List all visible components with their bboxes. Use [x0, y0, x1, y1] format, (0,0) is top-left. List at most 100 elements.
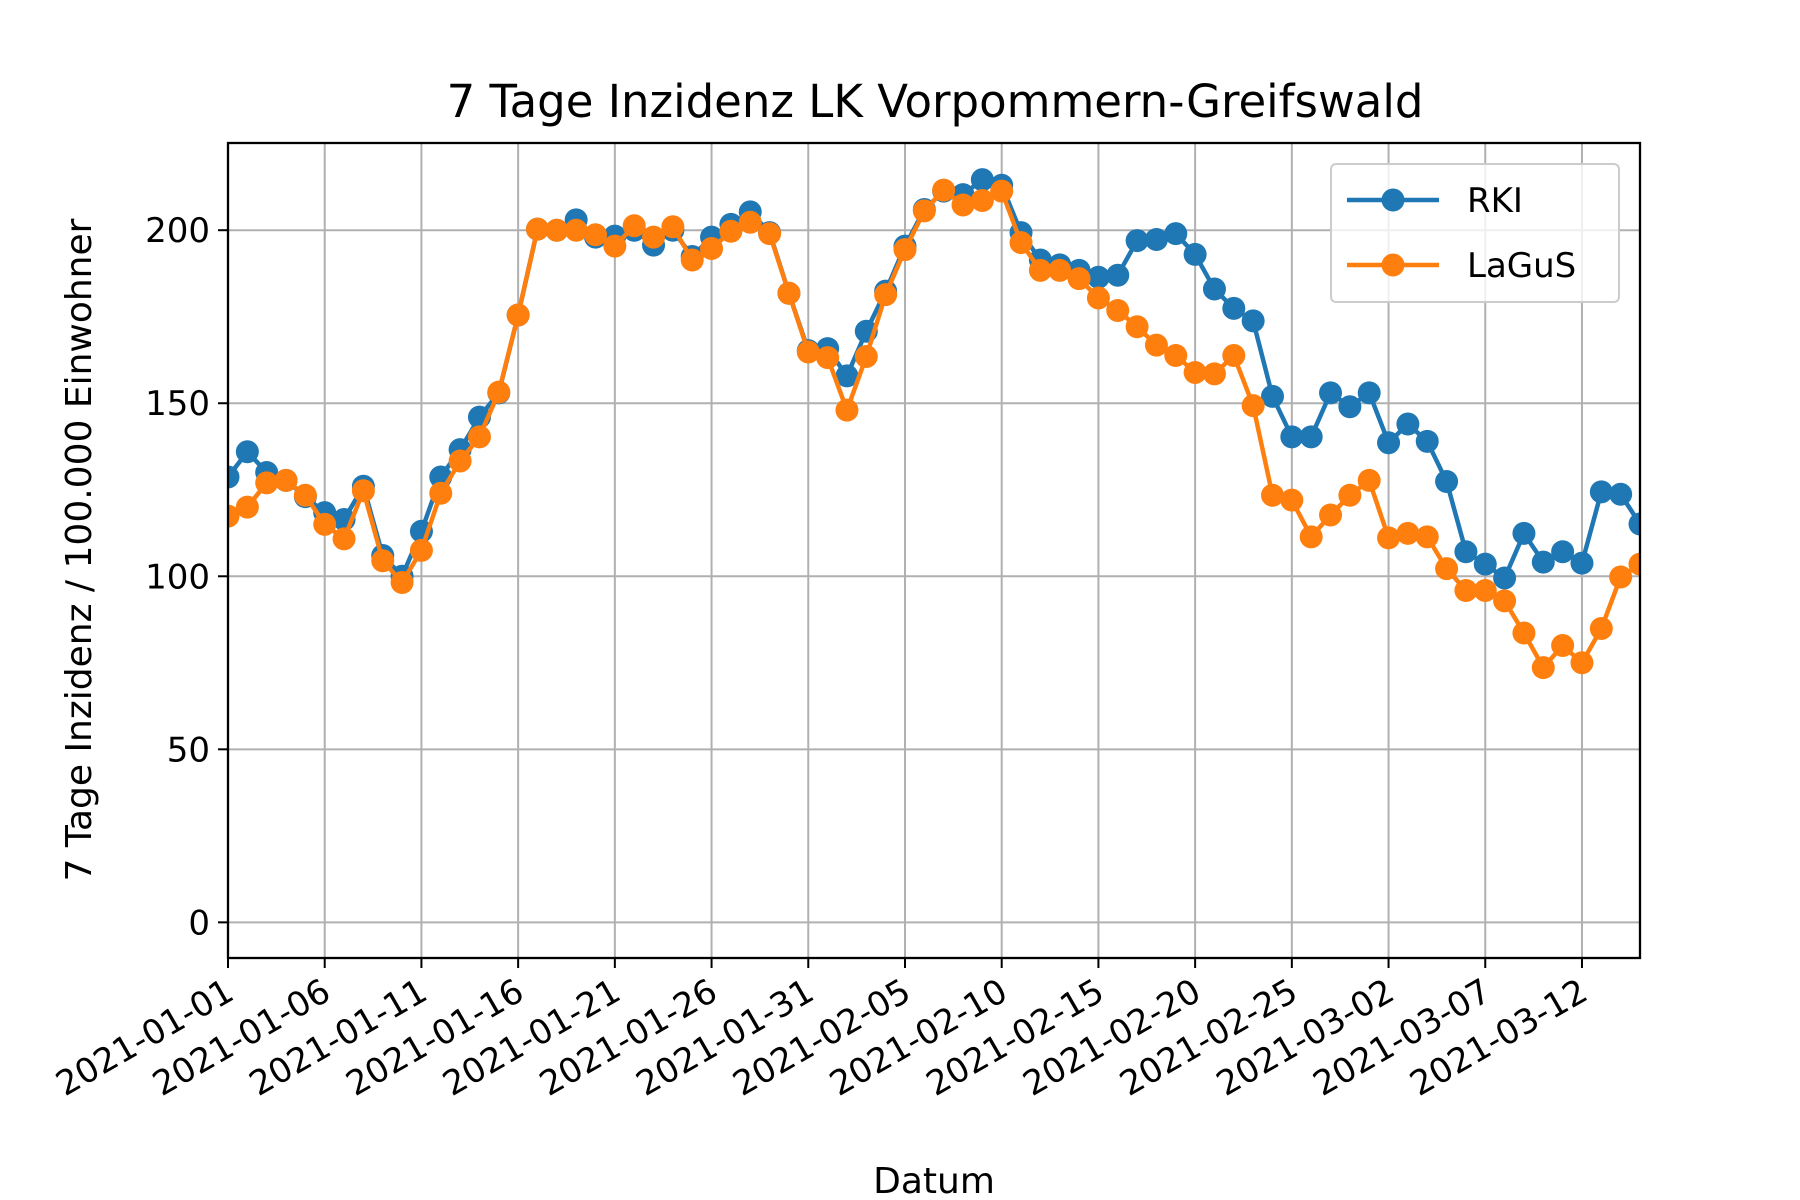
point	[1454, 578, 1478, 602]
x-axis-label: Datum	[873, 1161, 995, 1200]
point	[1493, 589, 1517, 613]
point	[777, 281, 801, 305]
point	[1222, 296, 1246, 320]
point	[970, 168, 994, 192]
point	[1319, 503, 1343, 527]
point	[1570, 551, 1594, 575]
point	[1473, 552, 1497, 576]
point	[506, 303, 530, 327]
point	[1512, 621, 1536, 645]
point	[1377, 431, 1401, 455]
legend-label: RKI	[1467, 181, 1523, 221]
axes-frame	[226, 141, 1642, 960]
legend-marker	[1381, 188, 1405, 212]
point	[1512, 521, 1536, 545]
point	[1357, 468, 1381, 492]
point	[1338, 483, 1362, 507]
point	[1415, 525, 1439, 549]
point	[1183, 360, 1207, 384]
point	[274, 468, 298, 492]
point	[1241, 394, 1265, 418]
point	[584, 223, 608, 247]
y-tick-label: 50	[167, 730, 210, 770]
point	[700, 237, 724, 261]
point	[1551, 633, 1575, 657]
point	[332, 527, 356, 551]
point	[1222, 343, 1246, 367]
point	[603, 234, 627, 258]
point	[758, 222, 782, 246]
point	[1125, 315, 1149, 339]
point	[874, 283, 898, 307]
point	[1628, 552, 1640, 576]
point	[1299, 525, 1323, 549]
y-tick-label: 100	[145, 557, 210, 597]
point	[1241, 309, 1265, 333]
legend-label: LaGuS	[1467, 246, 1576, 286]
point	[816, 346, 840, 370]
point	[293, 483, 317, 507]
point	[1144, 333, 1168, 357]
point	[429, 481, 453, 505]
point	[235, 495, 259, 519]
point	[467, 425, 491, 449]
point	[525, 217, 549, 241]
point	[893, 238, 917, 262]
point	[835, 398, 859, 422]
y-tick-label: 0	[188, 903, 210, 943]
point	[1454, 540, 1478, 564]
point	[622, 214, 646, 238]
point	[932, 178, 956, 202]
point	[1570, 651, 1594, 675]
point	[1435, 469, 1459, 493]
point	[970, 188, 994, 212]
point	[564, 218, 588, 242]
point	[1589, 617, 1613, 641]
point	[661, 215, 685, 239]
point	[1435, 557, 1459, 581]
point	[1377, 526, 1401, 550]
point	[1260, 483, 1284, 507]
point	[1589, 480, 1613, 504]
point	[680, 248, 704, 272]
point	[1531, 656, 1555, 680]
chart-title: 7 Tage Inzidenz LK Vorpommern-Greifswald	[447, 75, 1424, 128]
point	[1551, 540, 1575, 564]
point	[1319, 381, 1343, 405]
plot-area	[228, 168, 1640, 680]
point	[390, 571, 414, 595]
point	[545, 218, 569, 242]
point	[1106, 298, 1130, 322]
point	[1628, 512, 1640, 536]
y-tick-label: 150	[145, 384, 210, 424]
point	[951, 193, 975, 217]
point	[1009, 231, 1033, 255]
point	[1531, 550, 1555, 574]
point	[1202, 362, 1226, 386]
point	[371, 549, 395, 573]
point	[351, 479, 375, 503]
point	[1164, 222, 1188, 246]
point	[1493, 566, 1517, 590]
point	[1299, 425, 1323, 449]
point	[1067, 267, 1091, 291]
point	[1609, 565, 1633, 589]
point	[313, 512, 337, 536]
point	[796, 340, 820, 364]
point	[1260, 384, 1284, 408]
point	[1125, 229, 1149, 253]
point	[1028, 258, 1052, 282]
point	[1086, 265, 1110, 289]
point	[255, 471, 279, 495]
point	[1357, 381, 1381, 405]
point	[1048, 258, 1072, 282]
y-tick-label: 200	[145, 211, 210, 251]
point	[1086, 286, 1110, 310]
point	[1280, 425, 1304, 449]
point	[228, 465, 240, 489]
point	[912, 199, 936, 223]
point	[1338, 395, 1362, 419]
point	[738, 210, 762, 234]
point	[642, 225, 666, 249]
